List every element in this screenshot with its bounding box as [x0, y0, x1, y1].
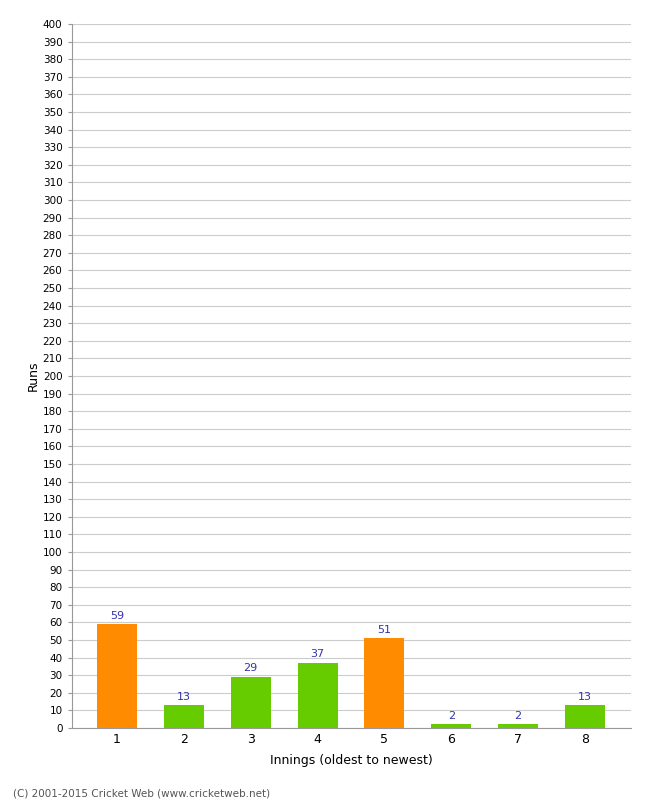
Bar [231, 677, 271, 728]
Text: 37: 37 [311, 650, 324, 659]
Bar [365, 638, 404, 728]
Text: 59: 59 [110, 610, 124, 621]
Bar [298, 663, 337, 728]
Bar [97, 624, 137, 728]
Bar [164, 705, 204, 728]
Bar [498, 725, 538, 728]
Bar [565, 705, 605, 728]
X-axis label: Innings (oldest to newest): Innings (oldest to newest) [270, 754, 432, 767]
Bar [431, 725, 471, 728]
Text: (C) 2001-2015 Cricket Web (www.cricketweb.net): (C) 2001-2015 Cricket Web (www.cricketwe… [13, 788, 270, 798]
Text: 2: 2 [515, 711, 522, 721]
Y-axis label: Runs: Runs [27, 361, 40, 391]
Text: 13: 13 [578, 691, 592, 702]
Text: 29: 29 [244, 663, 258, 674]
Text: 51: 51 [378, 625, 391, 634]
Text: 13: 13 [177, 691, 191, 702]
Text: 2: 2 [448, 711, 455, 721]
